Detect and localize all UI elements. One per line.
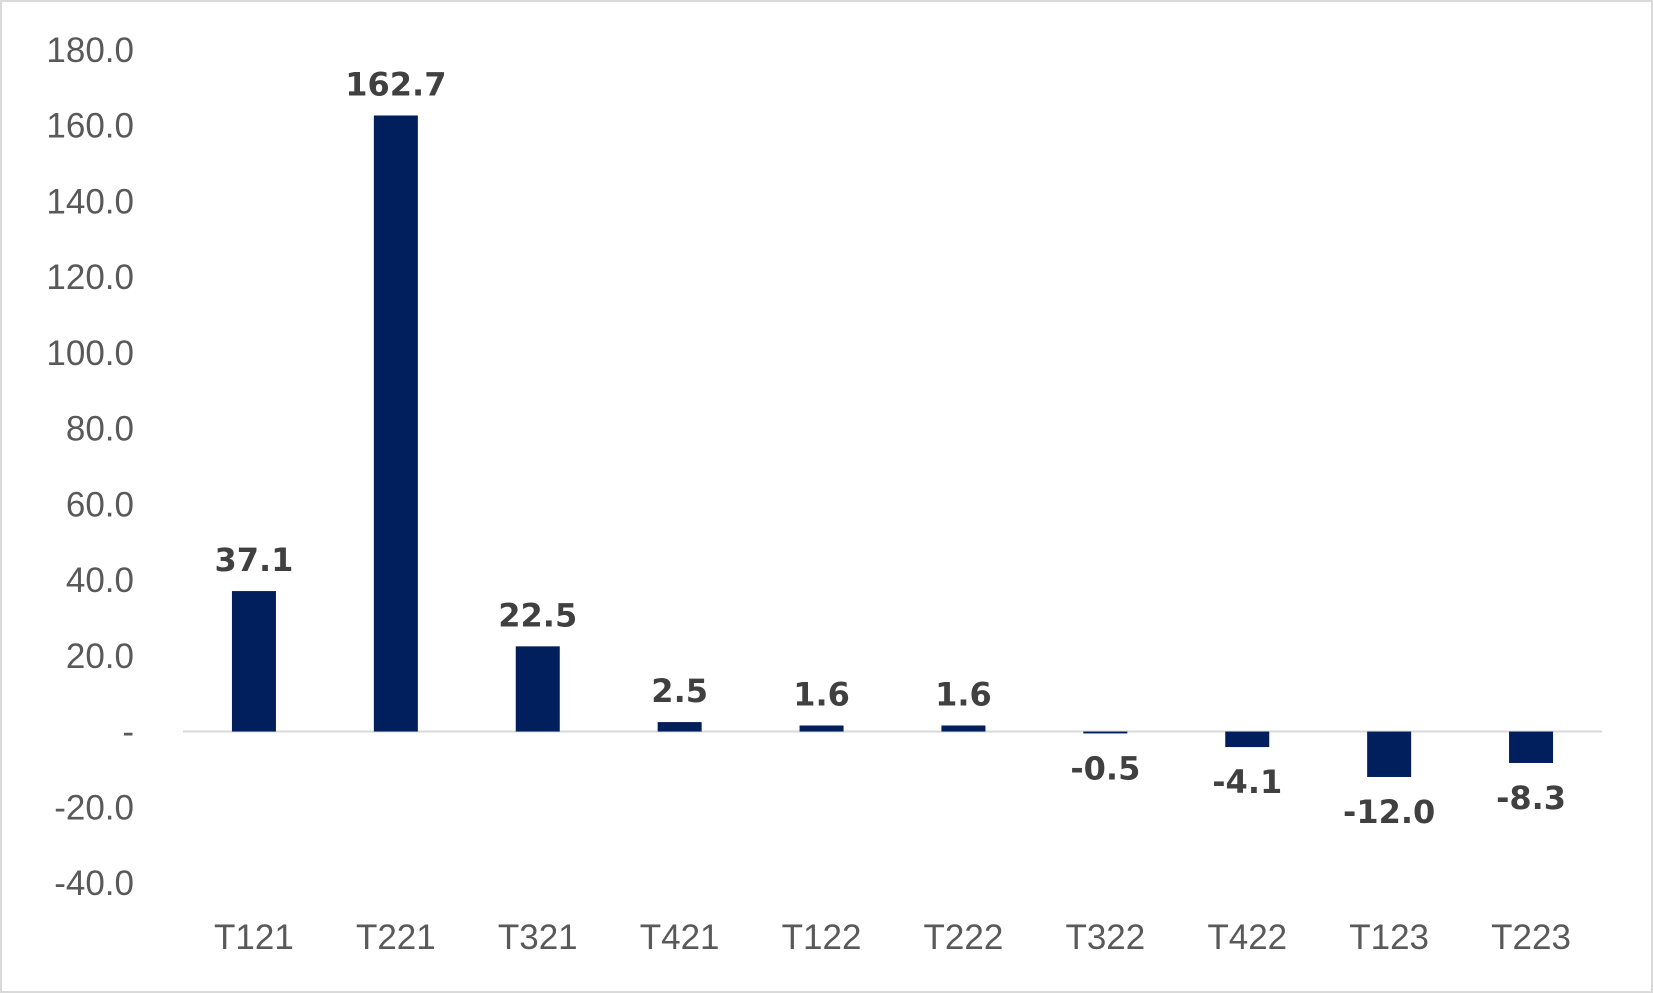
y-tick-label: 100.0: [46, 334, 134, 373]
data-label: -8.3: [1496, 779, 1566, 817]
y-tick-label: 120.0: [46, 258, 134, 297]
x-tick-label: T223: [1491, 918, 1571, 957]
data-label: 2.5: [651, 672, 708, 710]
bars: [231, 115, 1554, 777]
x-tick-label: T121: [214, 918, 294, 957]
data-label: -4.1: [1212, 763, 1282, 801]
x-tick-label: T421: [640, 918, 720, 957]
data-label: -12.0: [1343, 793, 1435, 831]
bar-T422: [1225, 731, 1270, 748]
y-axis: 180.0 160.0 140.0 120.0 100.0 80.0 60.0 40.0 20.…: [46, 31, 134, 903]
x-tick-label: T321: [498, 918, 578, 957]
x-tick-label: T123: [1349, 918, 1429, 957]
bar-T222: [941, 725, 986, 732]
y-tick-label: 180.0: [46, 31, 134, 70]
y-tick-label: -: [122, 713, 134, 752]
bar-T223: [1509, 731, 1554, 763]
data-label: 1.6: [793, 675, 850, 713]
data-label: -0.5: [1070, 749, 1140, 787]
bar-T221: [373, 115, 418, 732]
data-label: 22.5: [498, 596, 577, 634]
x-tick-label: T221: [356, 918, 436, 957]
data-labels: 37.1 162.7 22.5 2.5 1.6 1.6 -0.5 -4.1 -12.0 -8.3: [214, 66, 1566, 831]
x-tick-label: T222: [924, 918, 1004, 957]
bar-T123: [1367, 731, 1412, 777]
bar-T321: [515, 646, 560, 732]
y-tick-label: 40.0: [66, 561, 134, 600]
bar-T322: [1083, 731, 1128, 734]
y-tick-label: 140.0: [46, 182, 134, 221]
x-tick-label: T322: [1065, 918, 1145, 957]
bar-T122: [799, 725, 844, 732]
y-tick-label: 160.0: [46, 107, 134, 146]
data-label: 37.1: [214, 541, 293, 579]
bar-T121: [231, 591, 276, 732]
data-label: 1.6: [935, 675, 992, 713]
x-axis: T121 T221 T321 T421 T122 T222 T322 T422 T123 T223: [214, 918, 1571, 957]
y-tick-label: 60.0: [66, 485, 134, 524]
y-tick-label: -20.0: [54, 788, 134, 827]
x-tick-label: T422: [1207, 918, 1287, 957]
y-tick-label: -40.0: [54, 864, 134, 903]
x-tick-label: T122: [782, 918, 862, 957]
bar-T421: [657, 722, 702, 732]
data-label: 162.7: [345, 66, 446, 104]
y-tick-label: 20.0: [66, 637, 134, 676]
y-tick-label: 80.0: [66, 410, 134, 449]
